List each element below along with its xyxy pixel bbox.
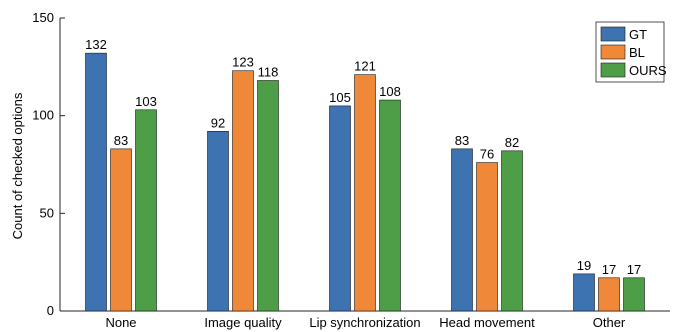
bar-ours bbox=[501, 150, 523, 312]
legend-swatch-gt bbox=[600, 26, 626, 42]
legend-swatch-bl bbox=[600, 44, 626, 60]
bar-ours bbox=[135, 109, 157, 312]
y-tick-label: 50 bbox=[40, 205, 54, 220]
y-tick-label: 0 bbox=[47, 303, 54, 318]
bar-bl bbox=[110, 148, 132, 312]
legend-label: GT bbox=[629, 27, 647, 42]
y-tick-label: 100 bbox=[32, 108, 54, 123]
bar-gt bbox=[329, 105, 351, 312]
bars bbox=[85, 52, 645, 312]
data-label: 108 bbox=[379, 84, 401, 99]
legend: GT BL OURS bbox=[595, 21, 667, 83]
x-tick-label: Image quality bbox=[204, 315, 282, 330]
bar-ours bbox=[257, 80, 279, 312]
bar-bl bbox=[598, 277, 620, 312]
bar-gt bbox=[573, 273, 595, 312]
x-tick-label: Lip synchronization bbox=[309, 315, 420, 330]
legend-swatch-ours bbox=[600, 62, 626, 78]
x-tick-label: Head movement bbox=[439, 315, 535, 330]
bar-ours bbox=[379, 99, 401, 312]
data-label: 83 bbox=[114, 133, 128, 148]
bar-bl bbox=[476, 162, 498, 312]
data-label: 118 bbox=[258, 65, 279, 80]
data-label: 83 bbox=[455, 133, 469, 148]
data-label: 103 bbox=[135, 94, 157, 109]
bar-gt bbox=[85, 52, 107, 312]
data-label: 19 bbox=[577, 258, 591, 273]
data-label: 121 bbox=[354, 59, 376, 74]
axes: 0 50 100 150 None Image quality Lip synchroniz… bbox=[32, 10, 670, 330]
data-label: 92 bbox=[211, 115, 225, 130]
data-label: 82 bbox=[505, 135, 519, 150]
data-label: 17 bbox=[627, 262, 641, 277]
data-label: 76 bbox=[480, 147, 494, 162]
y-axis-title: Count of checked options bbox=[10, 92, 25, 239]
bar-bl bbox=[354, 74, 376, 312]
legend-label: BL bbox=[629, 45, 645, 60]
data-label: 123 bbox=[232, 55, 254, 70]
legend-label: OURS bbox=[629, 63, 667, 78]
data-label: 17 bbox=[602, 262, 616, 277]
data-label: 132 bbox=[85, 37, 107, 52]
bar-gt bbox=[207, 130, 229, 312]
y-tick-label: 150 bbox=[32, 10, 54, 25]
data-label: 105 bbox=[329, 90, 351, 105]
x-tick-label: None bbox=[105, 315, 136, 330]
bar-ours bbox=[623, 277, 645, 312]
x-tick-label: Other bbox=[593, 315, 626, 330]
bar-gt bbox=[451, 148, 473, 312]
bar-bl bbox=[232, 70, 254, 312]
